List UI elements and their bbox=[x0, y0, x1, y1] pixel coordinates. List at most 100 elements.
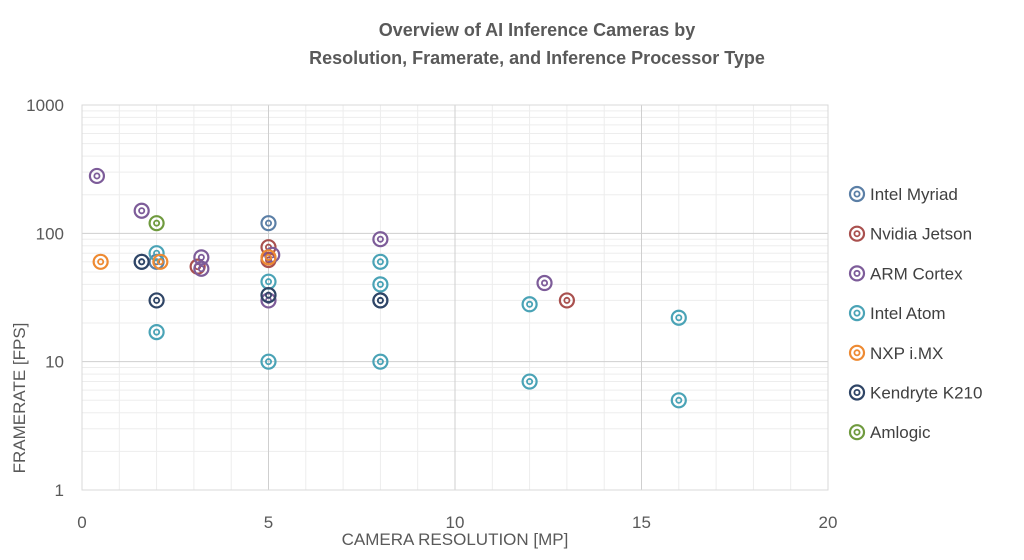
data-point-core bbox=[138, 207, 146, 215]
data-point-ring bbox=[152, 253, 169, 270]
legend-item: Intel Atom bbox=[848, 304, 946, 323]
data-point-core bbox=[97, 258, 105, 266]
data-point-ring bbox=[521, 296, 538, 313]
data-point bbox=[521, 296, 538, 313]
data-point-core bbox=[264, 358, 272, 366]
data-point bbox=[372, 276, 389, 293]
plot-area-border bbox=[81, 104, 829, 491]
data-point-ring bbox=[670, 392, 687, 409]
data-point-core bbox=[264, 278, 272, 286]
legend-item: Intel Myriad bbox=[848, 185, 958, 204]
data-point-ring bbox=[148, 215, 165, 232]
data-point-core bbox=[376, 258, 384, 266]
data-point bbox=[260, 287, 277, 304]
y-tick-label: 1 bbox=[55, 481, 64, 500]
data-point-core bbox=[526, 378, 534, 386]
legend-item: Nvidia Jetson bbox=[848, 225, 972, 244]
legend-item: NXP i.MX bbox=[848, 344, 943, 363]
data-point-ring bbox=[148, 245, 165, 262]
data-point-ring bbox=[148, 323, 165, 341]
data-point-ring bbox=[92, 253, 109, 270]
x-tick-label: 20 bbox=[819, 513, 838, 532]
data-point-core bbox=[264, 219, 272, 227]
legend-item: Amlogic bbox=[848, 423, 931, 442]
legend-item: Kendryte K210 bbox=[848, 384, 982, 403]
data-point bbox=[260, 249, 277, 266]
data-point-core bbox=[264, 291, 272, 299]
data-point-core bbox=[526, 300, 534, 308]
legend-label: Intel Myriad bbox=[870, 185, 958, 204]
chart-title-line-1: Overview of AI Inference Cameras by bbox=[379, 20, 695, 40]
data-point-core bbox=[153, 328, 161, 336]
data-point-core bbox=[675, 396, 683, 404]
legend-label: NXP i.MX bbox=[870, 344, 943, 363]
legend-marker-ring bbox=[848, 384, 866, 401]
data-point-core bbox=[93, 172, 101, 180]
data-point-ring bbox=[133, 253, 150, 270]
data-point bbox=[88, 167, 106, 185]
data-point bbox=[536, 274, 553, 292]
legend-label: Amlogic bbox=[870, 423, 931, 442]
legend-label: Intel Atom bbox=[870, 304, 946, 323]
data-point bbox=[133, 202, 150, 219]
legend-marker-ring bbox=[848, 185, 866, 203]
data-point bbox=[521, 373, 538, 390]
legend-marker-ring bbox=[848, 225, 866, 242]
data-point-ring bbox=[133, 202, 150, 219]
data-point-ring bbox=[264, 246, 281, 263]
data-point-core bbox=[376, 235, 384, 243]
data-point bbox=[558, 292, 576, 309]
data-point-core bbox=[376, 296, 384, 304]
data-point-ring bbox=[193, 249, 210, 266]
data-point-ring bbox=[260, 353, 277, 370]
chart-title-line-2: Resolution, Framerate, and Inference Pro… bbox=[309, 48, 765, 68]
data-point-ring bbox=[260, 292, 277, 309]
data-point-ring bbox=[372, 353, 389, 370]
x-tick-label: 0 bbox=[77, 513, 86, 532]
data-point bbox=[372, 353, 389, 370]
data-point bbox=[670, 392, 687, 409]
y-tick-labels: 1 10 100 1000 bbox=[26, 96, 64, 500]
data-point-core bbox=[376, 358, 384, 366]
legend: Intel Myriad Nvidia Jetson ARM Cortex Intel… bbox=[848, 185, 982, 442]
data-point-ring bbox=[372, 231, 389, 248]
data-point-core bbox=[156, 258, 164, 266]
data-point-ring bbox=[372, 292, 389, 309]
x-tick-label: 15 bbox=[632, 513, 651, 532]
y-tick-label: 100 bbox=[36, 224, 64, 243]
data-point-core bbox=[675, 314, 683, 322]
data-point bbox=[148, 323, 165, 341]
legend-marker-ring bbox=[848, 424, 866, 441]
data-point bbox=[372, 231, 389, 248]
data-point-ring bbox=[521, 373, 538, 390]
data-point-ring bbox=[193, 260, 210, 277]
data-point-ring bbox=[372, 253, 389, 270]
y-tick-label: 10 bbox=[45, 353, 64, 372]
data-point bbox=[260, 353, 277, 370]
data-point-ring bbox=[260, 249, 277, 266]
legend-label: Kendryte K210 bbox=[870, 384, 982, 403]
data-point-ring bbox=[558, 292, 576, 309]
data-point bbox=[92, 253, 109, 270]
x-axis-title: CAMERA RESOLUTION [MP] bbox=[342, 530, 569, 549]
x-tick-labels: 0 5 10 15 20 bbox=[77, 513, 837, 532]
data-point-ring bbox=[670, 309, 687, 326]
legend-marker-ring bbox=[848, 265, 866, 282]
data-point-core bbox=[138, 258, 146, 266]
legend-marker-core bbox=[853, 349, 861, 357]
data-points bbox=[88, 167, 687, 409]
legend-marker-core bbox=[853, 309, 861, 317]
data-point-core bbox=[264, 256, 272, 264]
legend-label: Nvidia Jetson bbox=[870, 225, 972, 244]
data-point-core bbox=[153, 296, 161, 304]
x-tick-label: 10 bbox=[446, 513, 465, 532]
data-point bbox=[193, 249, 210, 266]
legend-marker-core bbox=[853, 190, 861, 198]
data-point bbox=[148, 292, 165, 309]
data-point bbox=[260, 215, 277, 232]
x-tick-label: 5 bbox=[264, 513, 273, 532]
data-point-core bbox=[197, 253, 205, 261]
data-point-core bbox=[541, 279, 549, 287]
